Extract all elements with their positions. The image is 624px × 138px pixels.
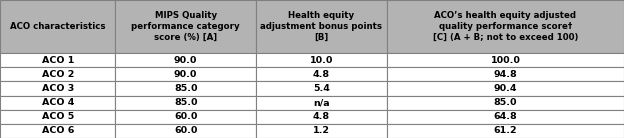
Text: ACO 3: ACO 3 <box>42 84 74 93</box>
Bar <box>387 53 624 67</box>
Bar <box>0 110 115 124</box>
Bar <box>387 110 624 124</box>
Text: 10.0: 10.0 <box>310 56 333 65</box>
Text: 4.8: 4.8 <box>313 112 330 121</box>
Bar <box>256 81 387 95</box>
Text: n/a: n/a <box>313 98 329 107</box>
Bar <box>115 81 256 95</box>
Text: 60.0: 60.0 <box>174 126 197 135</box>
Text: 90.0: 90.0 <box>174 70 197 79</box>
Text: ACO 5: ACO 5 <box>42 112 74 121</box>
Bar <box>115 124 256 138</box>
Bar <box>256 110 387 124</box>
Bar <box>387 81 624 95</box>
Bar <box>0 67 115 81</box>
Bar <box>115 110 256 124</box>
Text: 1.2: 1.2 <box>313 126 330 135</box>
Bar <box>256 0 387 53</box>
Bar <box>256 53 387 67</box>
Text: ACO 1: ACO 1 <box>42 56 74 65</box>
Bar <box>115 67 256 81</box>
Bar <box>115 95 256 110</box>
Bar <box>256 67 387 81</box>
Text: 100.0: 100.0 <box>490 56 520 65</box>
Bar <box>387 67 624 81</box>
Bar <box>0 81 115 95</box>
Bar <box>256 95 387 110</box>
Text: 85.0: 85.0 <box>174 84 197 93</box>
Bar <box>115 0 256 53</box>
Text: 85.0: 85.0 <box>494 98 517 107</box>
Text: MIPS Quality
performance category
score (%) [A]: MIPS Quality performance category score … <box>131 11 240 42</box>
Bar <box>387 124 624 138</box>
Text: 94.8: 94.8 <box>494 70 517 79</box>
Text: Health equity
adjustment bonus points
[B]: Health equity adjustment bonus points [B… <box>260 11 383 42</box>
Text: 90.0: 90.0 <box>174 56 197 65</box>
Bar <box>387 0 624 53</box>
Bar <box>0 0 115 53</box>
Text: 5.4: 5.4 <box>313 84 330 93</box>
Text: 85.0: 85.0 <box>174 98 197 107</box>
Text: ACO 2: ACO 2 <box>42 70 74 79</box>
Bar <box>256 124 387 138</box>
Text: ACO characteristics: ACO characteristics <box>10 22 105 31</box>
Text: 61.2: 61.2 <box>494 126 517 135</box>
Bar <box>115 53 256 67</box>
Text: ACO 4: ACO 4 <box>42 98 74 107</box>
Bar <box>0 95 115 110</box>
Text: 4.8: 4.8 <box>313 70 330 79</box>
Text: 64.8: 64.8 <box>494 112 517 121</box>
Text: 60.0: 60.0 <box>174 112 197 121</box>
Bar <box>387 95 624 110</box>
Bar <box>0 53 115 67</box>
Text: 90.4: 90.4 <box>494 84 517 93</box>
Bar <box>0 124 115 138</box>
Text: ACO 6: ACO 6 <box>42 126 74 135</box>
Text: ACO’s health equity adjusted
quality performance score†
[C] (A + B; not to excee: ACO’s health equity adjusted quality per… <box>433 11 578 42</box>
